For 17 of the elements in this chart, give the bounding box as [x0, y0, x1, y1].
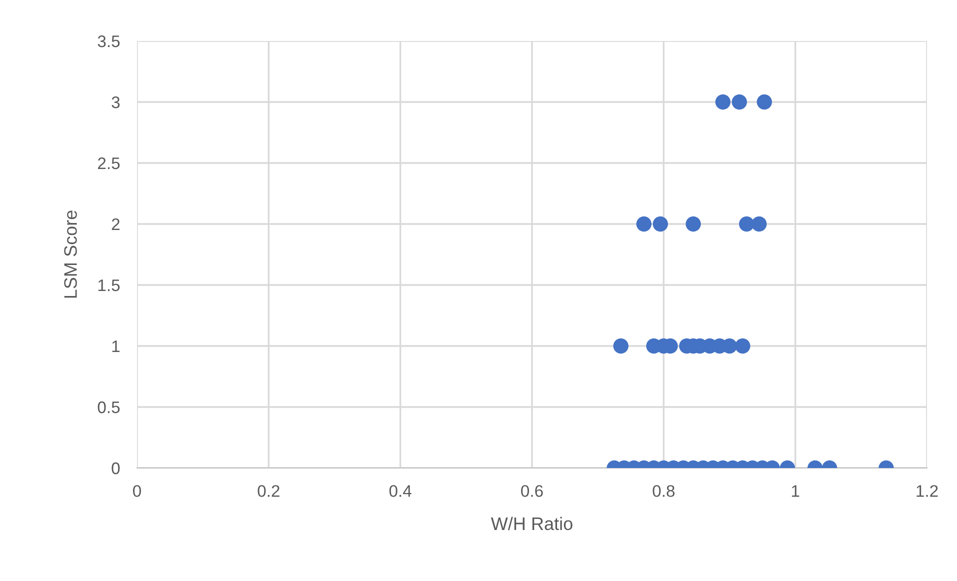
x-tick-label: 0 [133, 485, 141, 497]
y-tick-label: 3.5 [98, 35, 120, 48]
x-tick-label: 0.4 [389, 485, 412, 497]
x-tick-label: 1.2 [916, 485, 938, 497]
y-tick-label: 2 [112, 218, 120, 230]
y-tick-label: 3 [112, 96, 120, 108]
y-tick-label: 1.5 [98, 280, 120, 292]
y-tick-label: 0 [112, 462, 120, 474]
x-tick-label: 0.6 [521, 485, 543, 497]
x-tick-label: 0.8 [652, 485, 675, 497]
y-axis-title: LSM Score [64, 210, 77, 298]
y-tick-label: 0.5 [98, 401, 120, 414]
x-tick-label: 0.2 [258, 485, 280, 497]
x-tick-label: 1 [792, 485, 800, 497]
y-tick-label: 1 [112, 340, 120, 352]
y-tick-label: 2.5 [98, 157, 120, 170]
x-axis-title: W/H Ratio [490, 516, 572, 530]
